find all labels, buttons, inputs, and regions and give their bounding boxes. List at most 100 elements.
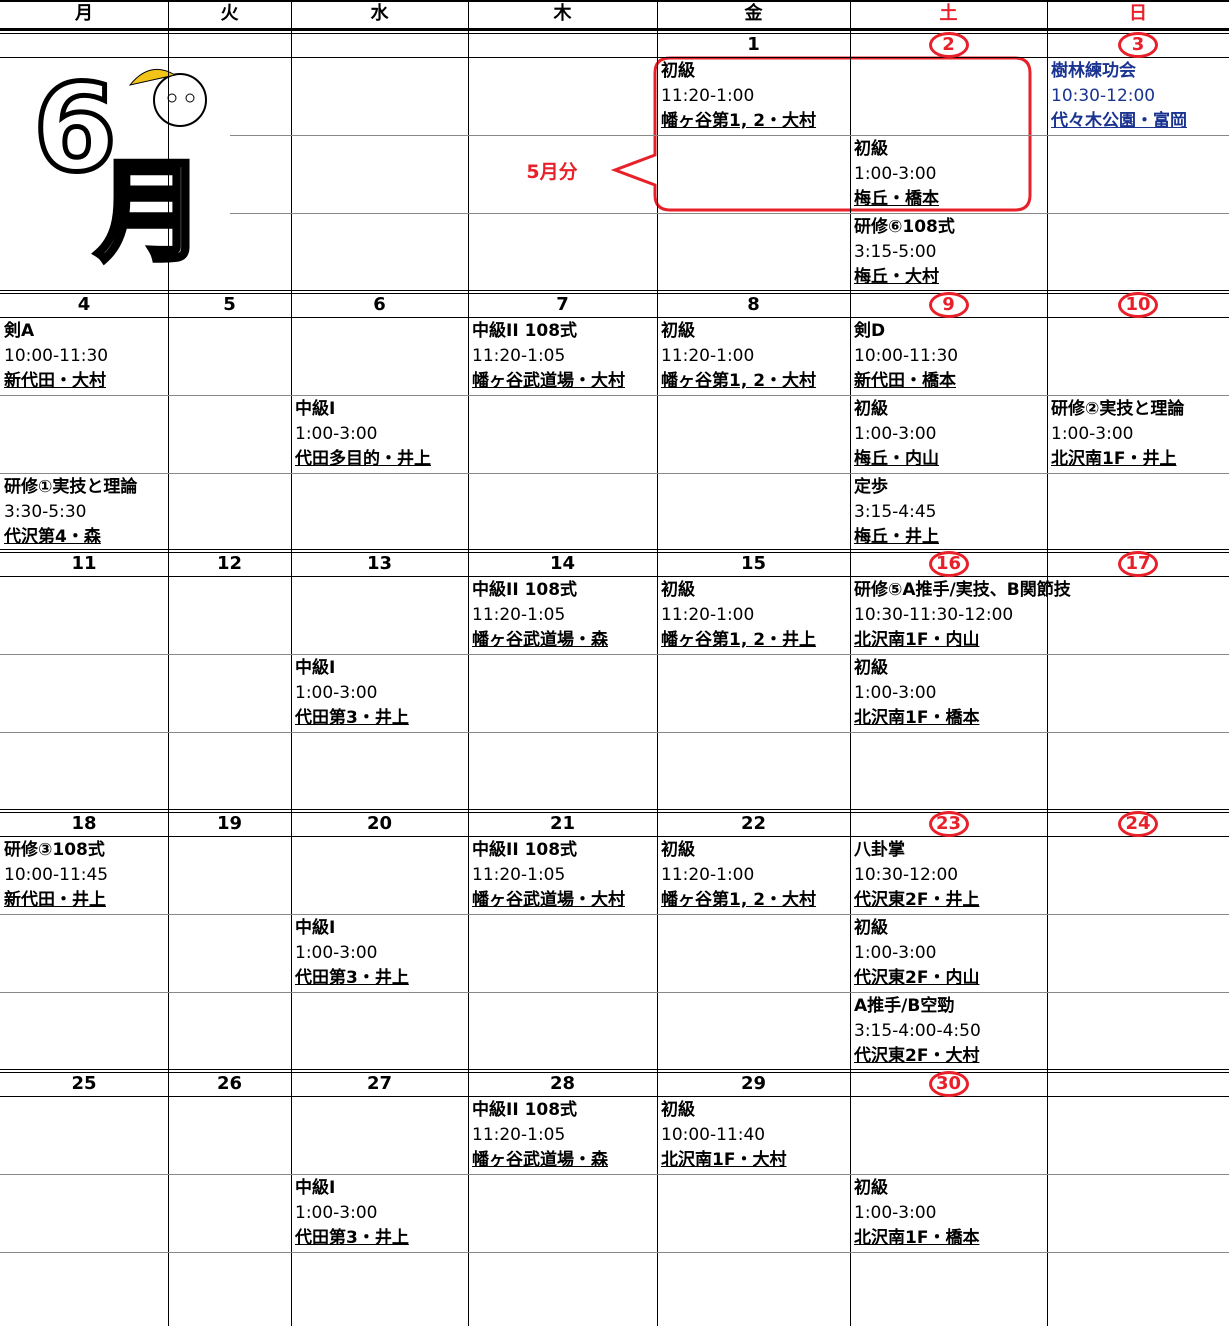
- date: 15: [740, 553, 767, 574]
- event-line: 代沢東2F・大村: [854, 1046, 980, 1066]
- date: 10: [1118, 292, 1158, 318]
- event-line: 幡ヶ谷第1, 2・井上: [661, 630, 817, 650]
- event-line: 10:30-11:30-12:00: [854, 605, 1014, 625]
- event-line: 梅丘・内山: [854, 449, 939, 469]
- date: 27: [366, 1073, 393, 1094]
- weekday-header: 土: [939, 3, 958, 24]
- event: 初級 11:20-1:00 幡ヶ谷第1, 2・大村: [661, 319, 816, 394]
- event-line: A推手/B空勁: [854, 996, 955, 1016]
- logo-month: 月: [95, 148, 205, 276]
- event-line: 11:20-1:05: [472, 865, 566, 885]
- column-rule: [468, 0, 469, 1326]
- date: 11: [71, 553, 97, 574]
- event-line: 代田第3・井上: [295, 708, 409, 728]
- event-line: 初級: [854, 1178, 888, 1198]
- date: 3: [1118, 32, 1158, 58]
- event-line: 1:00-3:00: [295, 683, 378, 703]
- date-rule: [0, 576, 1229, 577]
- week-rule: [0, 1069, 1229, 1070]
- date: 9: [928, 292, 969, 318]
- event-line: 1:00-3:00: [854, 683, 937, 703]
- event-line: 新代田・井上: [4, 890, 106, 910]
- weekday-header: 日: [1129, 3, 1147, 24]
- event: A推手/B空勁 3:15-4:00-4:50 代沢東2F・大村: [854, 994, 981, 1069]
- event-line: 1:00-3:00: [854, 1203, 937, 1223]
- event-line: 代沢第4・森: [4, 527, 101, 547]
- event: 研修⑤A推手/実技、B関節技 10:30-11:30-12:00 北沢南1F・内山: [854, 578, 1071, 653]
- event: 研修①実技と理論 3:30-5:30 代沢第4・森: [4, 475, 137, 550]
- event: 初級 1:00-3:00 梅丘・内山: [854, 397, 939, 472]
- event: 剣A 10:00-11:30 新代田・大村: [4, 319, 108, 394]
- event: 中級I 1:00-3:00 代田第3・井上: [295, 656, 409, 731]
- note-bubble: [610, 56, 1032, 212]
- date: 14: [549, 553, 576, 574]
- date: 18: [71, 813, 97, 834]
- event: 初級 1:00-3:00 代沢東2F・内山: [854, 916, 979, 991]
- event-line: 研修⑤A推手/実技、B関節技: [854, 580, 1071, 600]
- event-line: 初級: [854, 918, 888, 938]
- event-line: 中級II 108式: [472, 840, 578, 860]
- event-line: 10:30-12:00: [854, 865, 959, 885]
- event: 初級 11:20-1:00 幡ヶ谷第1, 2・大村: [661, 59, 816, 134]
- event-line: 梅丘・井上: [854, 527, 939, 547]
- event-line: 梅丘・大村: [854, 267, 939, 287]
- slot-rule: [0, 1252, 1229, 1253]
- event: 初級 11:20-1:00 幡ヶ谷第1, 2・大村: [661, 838, 816, 913]
- event-line: 研修③108式: [4, 840, 105, 860]
- event-line: 八卦掌: [854, 840, 905, 860]
- event-line: 研修⑥108式: [854, 217, 955, 237]
- week-rule: [0, 812, 1229, 813]
- slot-rule: [0, 473, 1229, 474]
- logo-umbrella: [128, 68, 177, 86]
- date: 17: [1118, 551, 1158, 577]
- event: 研修②実技と理論 1:00-3:00 北沢南1F・井上: [1051, 397, 1184, 472]
- date: 5: [223, 294, 236, 315]
- event: 中級I 1:00-3:00 代田多目的・井上: [295, 397, 431, 472]
- event-line: 研修②実技と理論: [1051, 399, 1185, 419]
- date: 29: [740, 1073, 767, 1094]
- date: 7: [556, 294, 569, 315]
- event: 研修⑥108式 3:15-5:00 梅丘・大村: [854, 215, 955, 290]
- event-line: 幡ヶ谷第1, 2・大村: [661, 890, 817, 910]
- event-line: 研修①実技と理論: [4, 477, 138, 497]
- event: 中級II 108式 11:20-1:05 幡ヶ谷武道場・森: [472, 578, 608, 653]
- event-line: 11:20-1:05: [472, 346, 566, 366]
- event-line: 中級II 108式: [472, 1100, 578, 1120]
- event: 初級 10:00-11:40 北沢南1F・大村: [661, 1098, 786, 1173]
- date: 6: [373, 294, 386, 315]
- weekday-header: 木: [553, 3, 572, 24]
- event-line: 11:20-1:05: [472, 605, 566, 625]
- date: 20: [366, 813, 393, 834]
- event-line: 中級I: [295, 658, 336, 678]
- event-line: 中級II 108式: [472, 580, 578, 600]
- event: 剣D 10:00-11:30 新代田・橋本: [854, 319, 958, 394]
- event-line: 10:00-11:40: [661, 1125, 766, 1145]
- weekday-header: 火: [220, 3, 239, 24]
- event-line: 剣D: [854, 321, 886, 341]
- date-rule: [0, 836, 1229, 837]
- weekday-header: 水: [370, 3, 389, 24]
- week-rule: [0, 290, 1229, 291]
- event-line: 初級: [661, 840, 695, 860]
- event-line: 1:00-3:00: [854, 424, 937, 444]
- event-line: 初級: [854, 139, 888, 159]
- event-line: 代々木公園・富岡: [1051, 111, 1187, 131]
- event-line: 剣A: [4, 321, 35, 341]
- slot-rule: [230, 135, 1229, 136]
- event-line: 初級: [661, 1100, 695, 1120]
- week-rule: [0, 549, 1229, 550]
- date: 16: [928, 551, 969, 577]
- event-line: 幡ヶ谷第1, 2・大村: [661, 371, 817, 391]
- rule: [0, 0, 1229, 2]
- event-line: 10:00-11:30: [4, 346, 109, 366]
- event-line: 梅丘・橋本: [854, 189, 939, 209]
- weekday-header: 月: [75, 3, 93, 24]
- date: 1: [747, 34, 760, 55]
- event-line: 初級: [854, 399, 888, 419]
- event-line: 1:00-3:00: [295, 943, 378, 963]
- event-line: 10:00-11:45: [4, 865, 109, 885]
- event-line: 幡ヶ谷武道場・大村: [472, 371, 625, 391]
- date: 28: [549, 1073, 576, 1094]
- event: 八卦掌 10:30-12:00 代沢東2F・井上: [854, 838, 979, 913]
